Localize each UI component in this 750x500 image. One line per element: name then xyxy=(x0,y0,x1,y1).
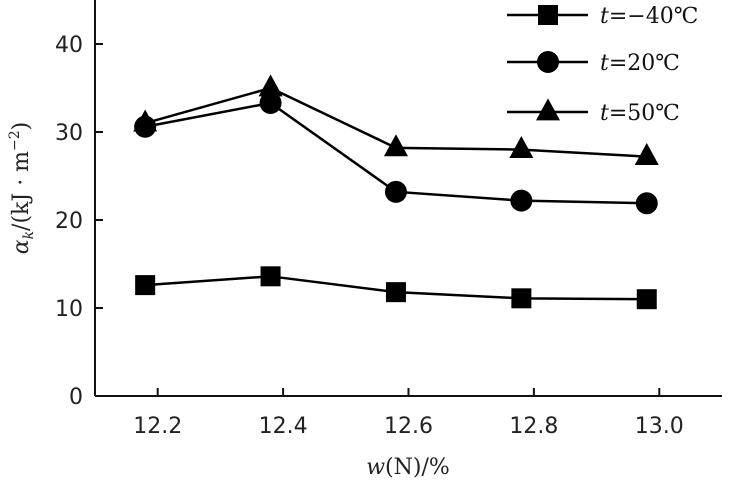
legend-label-rest: =−40℃ xyxy=(609,4,698,29)
x-axis-label-var: w xyxy=(366,455,385,480)
y-tick-label: 40 xyxy=(55,33,83,58)
y-axis-label: αk/(kJ · m−2) xyxy=(7,122,37,255)
legend-label: t=−40℃ xyxy=(600,4,698,29)
legend-item-circle: t=20℃ xyxy=(507,51,680,76)
x-axis-label-rest: (N)/% xyxy=(385,455,450,480)
y-axis-label-rest: /(kJ · m xyxy=(9,151,34,231)
y-axis-label-close: ) xyxy=(9,122,34,131)
y-axis-label-sub: k xyxy=(21,231,37,239)
data-point-circle xyxy=(384,180,407,203)
y-tick-label: 10 xyxy=(55,297,83,322)
legend-marker-circle xyxy=(537,51,559,73)
y-tick-label: 0 xyxy=(69,385,83,410)
legend-label-var: t xyxy=(600,51,609,76)
data-point-triangle xyxy=(383,134,408,157)
legend-marker-triangle xyxy=(536,98,560,121)
series-circle xyxy=(134,91,658,215)
legend-label: t=20℃ xyxy=(600,51,680,76)
data-point-circle xyxy=(259,91,282,114)
y-axis-label-exp: −2 xyxy=(7,130,23,151)
x-tick-label: 12.8 xyxy=(509,414,558,439)
data-point-triangle xyxy=(509,135,534,158)
data-point-square xyxy=(135,275,156,296)
legend-label: t=50℃ xyxy=(600,101,680,126)
legend-marker-square xyxy=(538,5,558,25)
legend-label-rest: =20℃ xyxy=(609,51,680,76)
legend-item-square: t=−40℃ xyxy=(507,4,698,29)
x-tick-label: 12.4 xyxy=(259,414,308,439)
legend-label-var: t xyxy=(600,4,609,29)
series-square xyxy=(135,266,657,310)
data-point-square xyxy=(385,282,406,303)
legend-item-triangle: t=50℃ xyxy=(507,98,680,126)
data-point-triangle xyxy=(258,74,283,97)
legend-label-rest: =50℃ xyxy=(609,101,680,126)
data-point-square xyxy=(260,266,281,287)
x-tick-label: 12.6 xyxy=(384,414,433,439)
x-tick-label: 12.2 xyxy=(133,414,182,439)
x-axis-label: w(N)/% xyxy=(366,455,450,480)
data-point-triangle xyxy=(133,109,158,132)
series-triangle xyxy=(133,74,659,165)
data-point-square xyxy=(511,288,532,309)
data-point-circle xyxy=(510,189,533,212)
y-axis-label-var: α xyxy=(9,239,34,254)
data-point-triangle xyxy=(634,143,659,165)
legend: t=−40℃t=20℃t=50℃ xyxy=(507,4,698,126)
legend-label-var: t xyxy=(600,101,609,126)
x-tick-label: 13.0 xyxy=(635,414,684,439)
ticks: 12.2 12.4 12.6 12.8 13.0 0 10 20 30 40 xyxy=(55,33,684,439)
data-point-square xyxy=(636,289,657,310)
data-point-circle xyxy=(635,192,658,215)
series-layer xyxy=(133,74,659,310)
y-tick-label: 30 xyxy=(55,121,83,146)
y-tick-label: 20 xyxy=(55,209,83,234)
